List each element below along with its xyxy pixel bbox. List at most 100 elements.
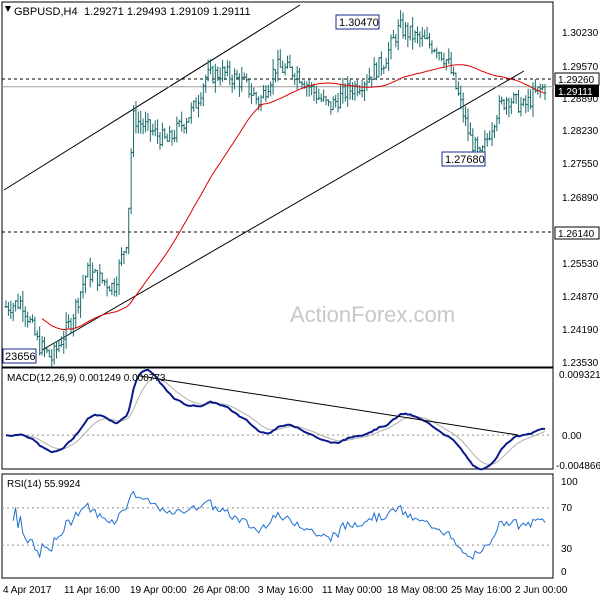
- candle: [375, 62, 379, 81]
- candle: [95, 270, 99, 291]
- candle: [153, 120, 157, 137]
- rsi-title: RSI(14) 55.9924: [7, 479, 81, 490]
- bottom-low-label: 23656: [5, 351, 36, 363]
- candle: [394, 34, 398, 48]
- candle: [473, 136, 477, 152]
- header-symbol: GBPUSD,H4: [14, 6, 78, 18]
- candle: [396, 19, 400, 51]
- candle: [199, 92, 203, 107]
- price-tick-7: 1.24870: [562, 292, 599, 303]
- candle: [136, 111, 140, 134]
- candle: [35, 330, 39, 341]
- candle: [103, 279, 107, 286]
- x-label-0: 4 Apr 2017: [3, 585, 52, 596]
- level-1-label: 1.29260: [558, 75, 595, 86]
- candle: [411, 17, 415, 50]
- candle: [449, 51, 453, 75]
- candle: [180, 111, 184, 132]
- price-layer: [2, 4, 553, 368]
- candle: [112, 278, 116, 297]
- candle: [252, 87, 256, 96]
- candle: [86, 262, 90, 278]
- candle: [519, 97, 523, 117]
- x-axis: 4 Apr 2017 11 Apr 16:00 19 Apr 00:00 26 …: [3, 585, 568, 596]
- price-panel-frame: [1, 1, 554, 368]
- candle: [526, 88, 530, 113]
- candle: [293, 72, 297, 85]
- candle: [305, 81, 309, 97]
- high-label: 1.30470: [339, 17, 379, 29]
- candle: [132, 104, 136, 158]
- candle: [521, 97, 525, 107]
- candle: [26, 311, 30, 328]
- candle: [21, 290, 25, 322]
- candle: [454, 72, 458, 90]
- price-tick-1: 1.29570: [562, 62, 599, 73]
- header-ohlc: 1.29271 1.29493 1.29109 1.29111: [84, 6, 251, 18]
- candle: [160, 122, 164, 147]
- candle: [192, 100, 196, 112]
- candle: [507, 97, 511, 118]
- candle: [468, 122, 472, 136]
- candle: [57, 340, 61, 353]
- macd-line: [5, 368, 546, 471]
- price-tick-5: 1.26890: [562, 193, 599, 204]
- candle: [274, 69, 277, 83]
- candle: [38, 326, 42, 356]
- channel-upper-line: [3, 4, 301, 191]
- x-label-1: 11 Apr 16:00: [64, 585, 120, 596]
- candle: [353, 81, 357, 101]
- price-y-ticks: 1.30230 1.29570 1.28890 1.28230 1.27550 …: [562, 28, 599, 369]
- candle: [420, 26, 424, 47]
- candle: [43, 336, 46, 358]
- candle: [452, 66, 456, 76]
- candle: [367, 67, 371, 84]
- candle: [55, 341, 59, 359]
- candle: [399, 10, 403, 29]
- candle: [247, 79, 251, 98]
- high-label-box: [335, 14, 380, 30]
- candle: [189, 102, 193, 124]
- candle: [16, 293, 20, 310]
- candle: [307, 79, 311, 97]
- candle: [117, 259, 121, 295]
- candle: [76, 297, 80, 314]
- candle: [74, 298, 78, 329]
- candle: [62, 330, 66, 354]
- candle: [336, 92, 340, 113]
- macd-tick-1: 0.00: [562, 431, 582, 442]
- candle: [9, 300, 13, 319]
- candle: [30, 314, 34, 323]
- candle: [466, 108, 470, 142]
- candle: [225, 60, 229, 77]
- price-tick-8: 1.24190: [562, 325, 599, 336]
- candle: [156, 119, 160, 145]
- price-tick-9: 1.23530: [562, 358, 599, 369]
- candle: [269, 81, 273, 97]
- candle: [194, 97, 198, 109]
- support-box: [554, 226, 600, 240]
- macd-title: MACD(12,26,9) 0.001249 0.000773: [7, 373, 166, 384]
- candle: [490, 122, 494, 146]
- candle: [107, 285, 111, 292]
- candle: [228, 60, 232, 86]
- candle: [100, 272, 104, 284]
- candle: [245, 73, 249, 83]
- candle: [64, 312, 68, 349]
- low-label: 1.27680: [445, 154, 485, 166]
- candle: [71, 313, 75, 337]
- candle: [365, 74, 369, 92]
- candle: [81, 274, 85, 299]
- candle: [310, 82, 314, 96]
- candle: [495, 114, 499, 132]
- rsi-layer: [2, 490, 553, 561]
- candle: [98, 263, 102, 287]
- candle: [278, 49, 282, 68]
- candle: [47, 349, 51, 358]
- candle: [497, 95, 501, 124]
- candle: [488, 130, 492, 141]
- level-2-box: [555, 85, 599, 97]
- rsi-panel-frame: [1, 473, 554, 579]
- rsi-tick-2: 30: [561, 544, 573, 555]
